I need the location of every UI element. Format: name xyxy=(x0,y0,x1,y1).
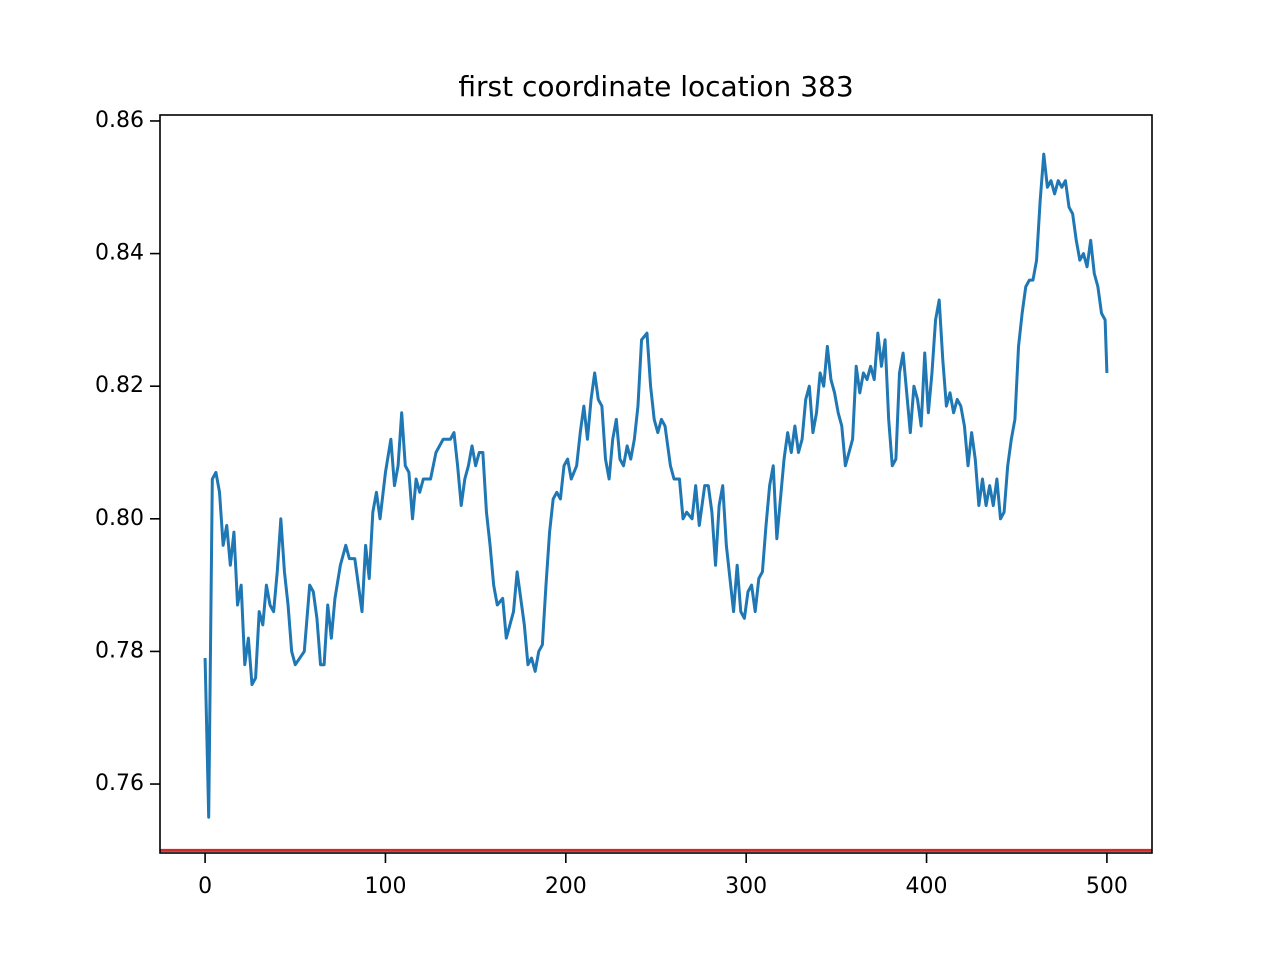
y-tick-label: 0.82 xyxy=(95,373,144,398)
y-tick-label: 0.76 xyxy=(95,771,144,796)
x-tick-label: 0 xyxy=(198,874,212,899)
plot-frame xyxy=(159,114,1153,854)
y-tick-label: 0.80 xyxy=(95,506,144,531)
x-tick-label: 400 xyxy=(906,874,948,899)
x-tick-label: 300 xyxy=(725,874,767,899)
x-tick-label: 100 xyxy=(364,874,406,899)
chart-title: first coordinate location 383 xyxy=(458,70,853,103)
y-tick-label: 0.86 xyxy=(95,108,144,133)
x-tick-label: 200 xyxy=(545,874,587,899)
data-line xyxy=(203,152,1109,819)
x-tick-label: 500 xyxy=(1086,874,1128,899)
y-tick-label: 0.84 xyxy=(95,241,144,266)
y-tick-label: 0.78 xyxy=(95,638,144,663)
